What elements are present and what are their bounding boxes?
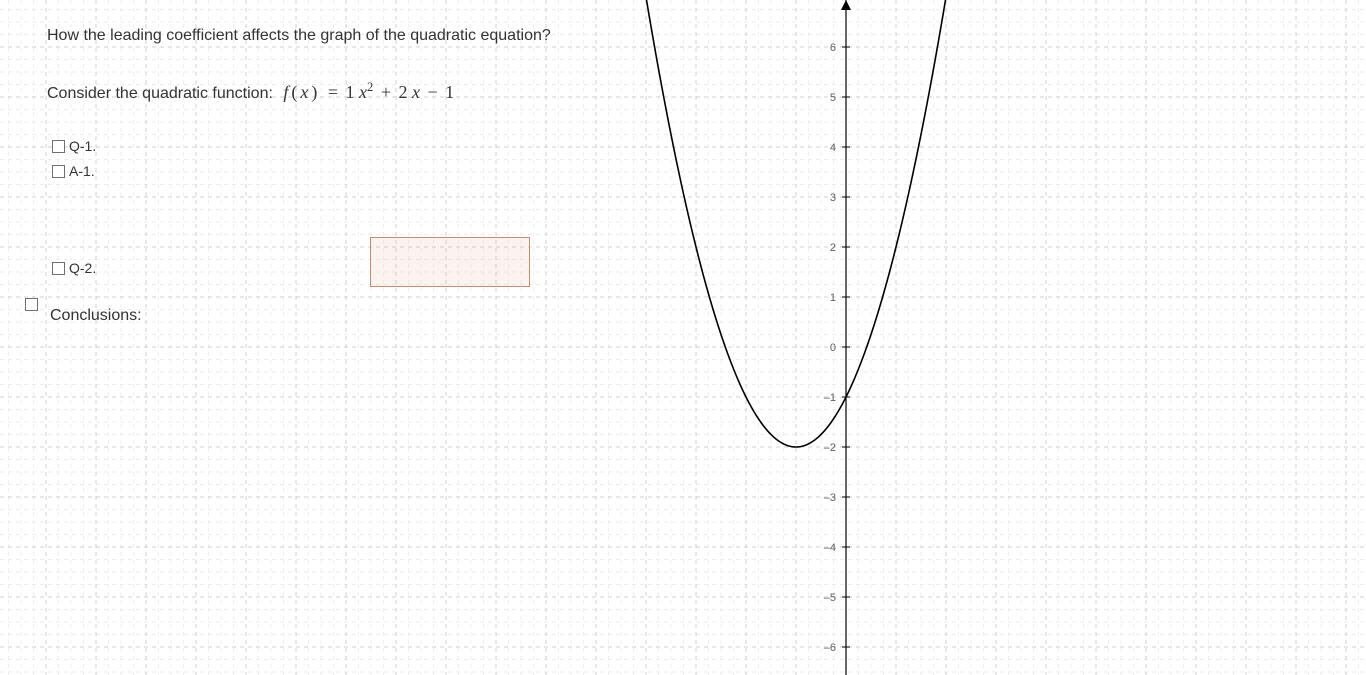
svg-text:–4: –4 (824, 542, 836, 554)
svg-text:3: 3 (830, 192, 836, 204)
quadratic-formula: f(x) = 1 x2 + 2 x − 1 (283, 85, 454, 102)
svg-text:–6: –6 (824, 642, 836, 654)
svg-text:–1: –1 (824, 392, 836, 404)
checkbox-label: A-1. (69, 163, 95, 179)
title-text: How the leading coefficient affects the … (47, 26, 551, 45)
checkbox-box-icon[interactable] (52, 262, 65, 275)
conclusions-label: Conclusions: (50, 306, 142, 325)
checkbox-label: Q-2. (69, 260, 96, 276)
svg-text:–2: –2 (824, 442, 836, 454)
checkbox-box-icon[interactable] (52, 140, 65, 153)
svg-text:–3: –3 (824, 492, 836, 504)
checkbox-box-icon[interactable] (25, 298, 38, 311)
subtitle-prefix: Consider the quadratic function: (47, 85, 273, 102)
checkbox-q2[interactable]: Q-2. (52, 260, 96, 276)
svg-text:5: 5 (830, 92, 836, 104)
checkbox-box-icon[interactable] (52, 165, 65, 178)
checkbox-label: Q-1. (69, 138, 96, 154)
svg-text:6: 6 (830, 42, 836, 54)
svg-text:4: 4 (830, 142, 836, 154)
svg-text:0: 0 (830, 342, 836, 354)
subtitle-line: Consider the quadratic function: f(x) = … (47, 80, 454, 104)
checkbox-q1[interactable]: Q-1. (52, 138, 96, 154)
svg-text:1: 1 (830, 292, 836, 304)
checkbox-conclusions[interactable] (25, 298, 38, 311)
checkbox-a1[interactable]: A-1. (52, 163, 95, 179)
svg-text:–5: –5 (824, 592, 836, 604)
svg-text:2: 2 (830, 242, 836, 254)
highlight-box (370, 237, 530, 287)
